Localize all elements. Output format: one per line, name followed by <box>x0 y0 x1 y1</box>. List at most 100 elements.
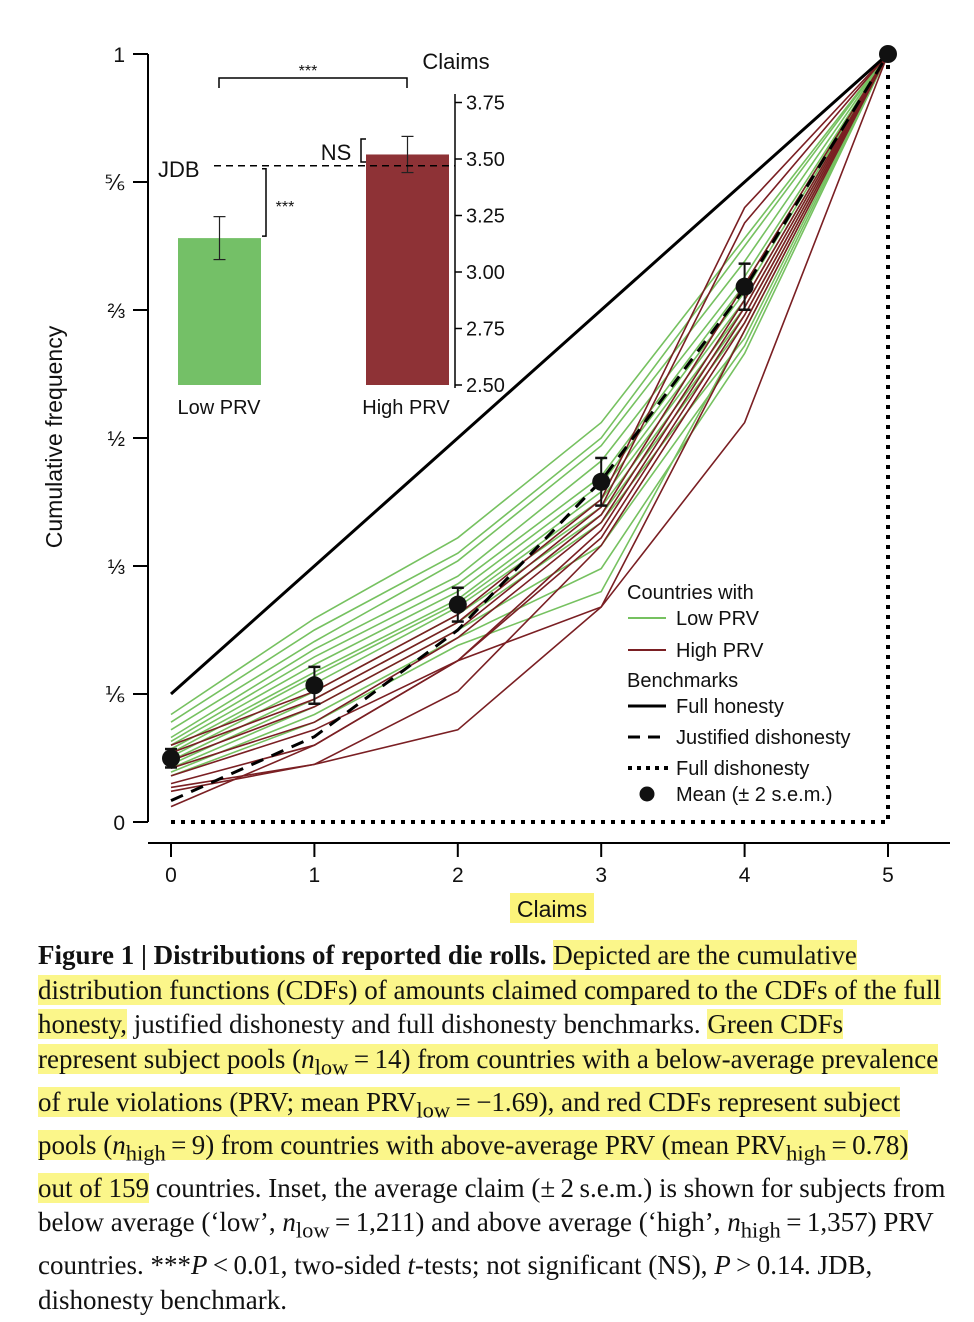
low-prv-line <box>170 53 889 731</box>
series-lines <box>170 53 889 808</box>
mean-point <box>592 472 611 491</box>
y-tick-label: ⅙ <box>105 684 125 707</box>
x-ticks: 0 1 2 3 4 5 <box>165 843 894 887</box>
legend-label-justified: Justified dishonesty <box>676 727 851 749</box>
inset-label-low: Low PRV <box>177 397 261 419</box>
inset-y-axis-title: Claims <box>422 49 489 74</box>
inset-y-tick-label: 2.50 <box>466 375 505 397</box>
caption-seg: high <box>740 1217 781 1243</box>
caption-seg: = 1,211) and above average (‘high’, <box>329 1207 728 1238</box>
caption-seg: P <box>714 1250 731 1281</box>
caption-figure-label: Figure 1 | Distributions of reported die… <box>38 940 547 970</box>
low-prv-line <box>170 53 889 769</box>
legend-label-high: High PRV <box>676 640 764 662</box>
high-prv-line <box>170 53 889 777</box>
inset-y-tick-label: 3.50 <box>466 149 505 171</box>
legend-label-full-honesty: Full honesty <box>676 696 784 718</box>
caption-seg: n <box>301 1043 315 1074</box>
y-tick-label: ⅔ <box>107 300 125 323</box>
x-axis-title: Claims <box>517 896 587 922</box>
low-prv-line <box>170 53 889 773</box>
x-tick-label: 1 <box>309 864 321 887</box>
y-ticks: 0 ⅙ ⅓ ½ ⅔ ⅚ 1 <box>105 44 148 835</box>
caption-seg: high <box>786 1140 827 1166</box>
x-tick-label: 4 <box>739 864 751 887</box>
main-chart: 0 ⅙ ⅓ ½ ⅔ ⅚ 1 0 1 2 3 4 5 Cumulative frequency Clai… <box>41 44 950 923</box>
mean-point <box>879 45 897 63</box>
x-axis-title-highlight <box>510 893 594 923</box>
x-tick-label: 0 <box>165 864 177 887</box>
legend: Countries with Low PRV High PRV Benchmar… <box>627 582 851 806</box>
caption-seg: high <box>125 1140 166 1166</box>
inset-y-tick-label: 3.00 <box>466 262 505 284</box>
full-honesty-line <box>170 52 889 696</box>
high-prv-line <box>170 53 889 754</box>
caption-seg: n <box>727 1207 741 1238</box>
mean-point <box>735 277 754 296</box>
caption-seg: countries. Inset, the average claim (± 2… <box>38 1172 946 1238</box>
caption-seg: low <box>295 1217 330 1243</box>
caption-seg: P <box>190 1250 208 1281</box>
inset-sig-low-vs-jdb: *** <box>276 199 295 216</box>
inset-label-high: High PRV <box>362 397 450 419</box>
inset-y-tick-label: 3.25 <box>466 206 505 228</box>
y-tick-label: ⅚ <box>105 172 125 195</box>
mean-point <box>305 676 324 695</box>
y-tick-label: 1 <box>113 44 125 67</box>
inset-y-ticks: 2.50 2.75 3.00 3.25 3.50 3.75 <box>455 93 505 397</box>
legend-label-full-dishonesty: Full dishonesty <box>676 758 809 780</box>
high-prv-line <box>170 53 889 769</box>
inset-bracket-high-jdb <box>360 138 366 163</box>
inset-sig-high-vs-jdb: NS <box>321 140 352 165</box>
caption-seg: = 1,357) PRV countries. *** <box>38 1207 934 1281</box>
caption-text-1: justified dishonesty and full dishonesty… <box>127 1009 708 1040</box>
caption-seg: = −1.69), and red CDFs represent subject… <box>38 1086 901 1160</box>
inset-jdb-label: JDB <box>158 157 200 182</box>
caption-seg: = 0.78) out of 159 <box>38 1129 909 1203</box>
legend-swatch-mean <box>639 786 655 802</box>
high-prv-line <box>170 53 889 746</box>
caption-seg: low <box>314 1054 349 1080</box>
high-prv-line <box>170 53 889 785</box>
inset-bracket-low-jdb <box>262 168 267 237</box>
caption-seg: = 9) from countries with above-average P… <box>165 1129 787 1160</box>
legend-group-countries: Countries with <box>627 582 754 604</box>
high-prv-line <box>170 53 889 793</box>
x-tick-label: 3 <box>595 864 607 887</box>
figure-caption: Figure 1 | Distributions of reported die… <box>38 938 948 1318</box>
inset-bars <box>178 135 449 385</box>
caption-seg: -tests; not significant (NS), <box>415 1250 715 1281</box>
low-prv-line <box>170 53 889 716</box>
y-tick-label: ⅓ <box>107 556 125 579</box>
legend-label-low: Low PRV <box>676 608 760 630</box>
inset-annotations <box>214 77 455 237</box>
y-axis-title: Cumulative frequency <box>41 325 67 548</box>
mean-point <box>162 749 180 768</box>
low-prv-line <box>170 53 889 739</box>
caption-seg: t <box>407 1250 416 1281</box>
caption-text-2: countries. Inset, the average claim (± 2… <box>38 1173 945 1315</box>
legend-label-mean: Mean (± 2 s.e.m.) <box>676 784 833 806</box>
inset-y-tick-label: 3.75 <box>466 93 505 115</box>
benchmark-lines <box>170 52 890 824</box>
mean-markers <box>162 45 897 769</box>
caption-seg: > 0.14. JDB, dishonesty benchmark. <box>38 1250 873 1315</box>
inset-bar-chart: 2.502.753.003.253.503.75 Claims Low PRV … <box>158 49 505 419</box>
inset-y-tick-label: 2.75 <box>466 319 505 341</box>
mean-point <box>448 595 467 614</box>
x-tick-label: 2 <box>452 864 464 887</box>
inset-bar <box>366 154 449 385</box>
y-tick-label: 0 <box>113 812 125 835</box>
caption-seg: low <box>416 1097 451 1123</box>
caption-seg: < 0.01, two-sided <box>207 1250 408 1281</box>
caption-seg: n <box>282 1207 296 1238</box>
caption-seg: n <box>112 1129 126 1160</box>
inset-bracket-between-bars <box>218 77 408 88</box>
caption-seg: Green CDFs represent subject pools ( <box>38 1009 844 1074</box>
x-tick-label: 5 <box>882 864 894 887</box>
high-prv-line <box>170 53 889 762</box>
caption-seg: = 14) from countries with a below-averag… <box>38 1043 939 1117</box>
inset-bar <box>178 238 261 385</box>
high-prv-line <box>170 53 889 808</box>
legend-group-benchmarks: Benchmarks <box>627 670 738 692</box>
